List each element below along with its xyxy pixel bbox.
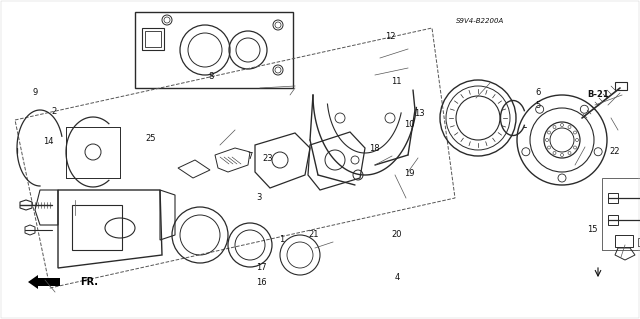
Text: 3: 3 [257,193,262,202]
Bar [72,205,122,250]
Text: 8: 8 [209,72,214,81]
Text: 4: 4 [394,273,399,282]
Text: 6: 6 [535,88,540,97]
Bar [615,235,633,247]
Bar [608,215,618,225]
Text: 11: 11 [392,77,402,86]
Text: 10: 10 [404,120,415,129]
Text: 19: 19 [404,169,415,178]
Text: 14: 14 [43,137,53,146]
Text: 13: 13 [414,109,424,118]
Text: 17: 17 [256,263,266,272]
Text: 12: 12 [385,32,396,41]
Bar [142,28,164,50]
Text: 15: 15 [587,225,597,234]
Text: 5: 5 [535,101,540,110]
Bar [602,178,640,250]
Bar [615,82,627,90]
Text: 25: 25 [145,134,156,143]
Bar [608,193,618,203]
Text: 16: 16 [256,278,266,287]
Text: FR.: FR. [80,277,98,287]
FancyArrow shape [28,275,60,289]
Text: 7: 7 [247,152,252,161]
Text: 1: 1 [279,235,284,244]
Bar [135,12,293,88]
Text: 23: 23 [262,154,273,163]
Text: 22: 22 [609,147,620,156]
Text: S9V4-B2200A: S9V4-B2200A [456,18,504,24]
Text: 18: 18 [369,144,380,153]
Text: 21: 21 [308,230,319,239]
Bar [145,31,161,47]
Text: 20: 20 [392,230,402,239]
Text: B-21: B-21 [588,90,609,99]
Text: 9: 9 [33,88,38,97]
Text: 2: 2 [52,107,57,116]
Bar [638,238,640,246]
